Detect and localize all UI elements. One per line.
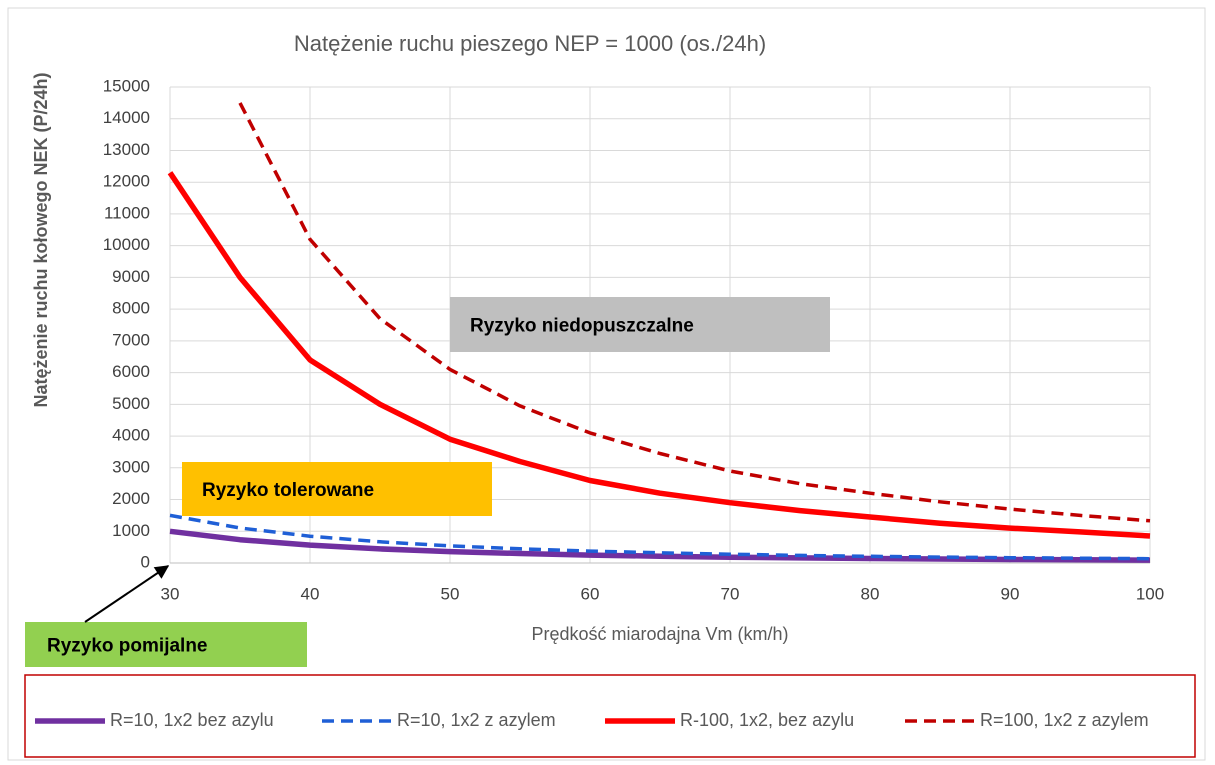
legend-label: R=100, 1x2 z azylem — [980, 710, 1149, 730]
x-axis-label: Prędkość miarodajna Vm (km/h) — [531, 624, 788, 644]
y-tick-label: 14000 — [103, 108, 150, 127]
legend-box — [24, 674, 1196, 758]
y-tick-label: 10000 — [103, 235, 150, 254]
series-line — [169, 513, 1151, 561]
series-line — [169, 528, 1151, 563]
annotation-text: Ryzyko pomijalne — [47, 636, 208, 657]
annotation-text: Ryzyko tolerowane — [202, 480, 374, 501]
annotation-text: Ryzyko niedopuszczalne — [470, 316, 694, 337]
chart-title: Natężenie ruchu pieszego NEP = 1000 (os.… — [294, 31, 766, 56]
series-line — [238, 102, 1151, 523]
y-tick-label: 3000 — [112, 457, 150, 476]
x-tick-label: 70 — [721, 584, 740, 603]
y-tick-label: 8000 — [112, 299, 150, 318]
x-tick-label: 50 — [441, 584, 460, 603]
x-tick-label: 80 — [861, 584, 880, 603]
y-tick-label: 15000 — [103, 76, 150, 95]
y-tick-label: 4000 — [112, 426, 150, 445]
y-tick-label: 1000 — [112, 521, 150, 540]
x-tick-label: 40 — [301, 584, 320, 603]
annotation-box — [25, 622, 307, 667]
y-tick-label: 0 — [141, 552, 150, 571]
annotation-box — [182, 462, 492, 516]
y-tick-label: 13000 — [103, 140, 150, 159]
y-tick-label: 6000 — [112, 362, 150, 381]
y-tick-label: 2000 — [112, 489, 150, 508]
y-tick-label: 9000 — [112, 267, 150, 286]
x-tick-label: 30 — [161, 584, 180, 603]
annotation-arrow — [84, 565, 170, 623]
y-tick-label: 12000 — [103, 172, 150, 191]
x-tick-label: 60 — [581, 584, 600, 603]
y-tick-label: 7000 — [112, 330, 150, 349]
annotation-box — [450, 297, 830, 352]
x-tick-label: 90 — [1001, 584, 1020, 603]
y-tick-label: 11000 — [104, 203, 150, 222]
x-tick-label: 100 — [1136, 584, 1164, 603]
legend-label: R=10, 1x2 z azylem — [397, 710, 556, 730]
series-line — [167, 171, 1151, 539]
y-tick-label: 5000 — [112, 394, 150, 413]
y-axis-label: Natężenie ruchu kołowego NEK (P/24h) — [31, 72, 51, 407]
legend-label: R-100, 1x2, bez azylu — [680, 710, 854, 730]
legend-label: R=10, 1x2 bez azylu — [110, 710, 274, 730]
